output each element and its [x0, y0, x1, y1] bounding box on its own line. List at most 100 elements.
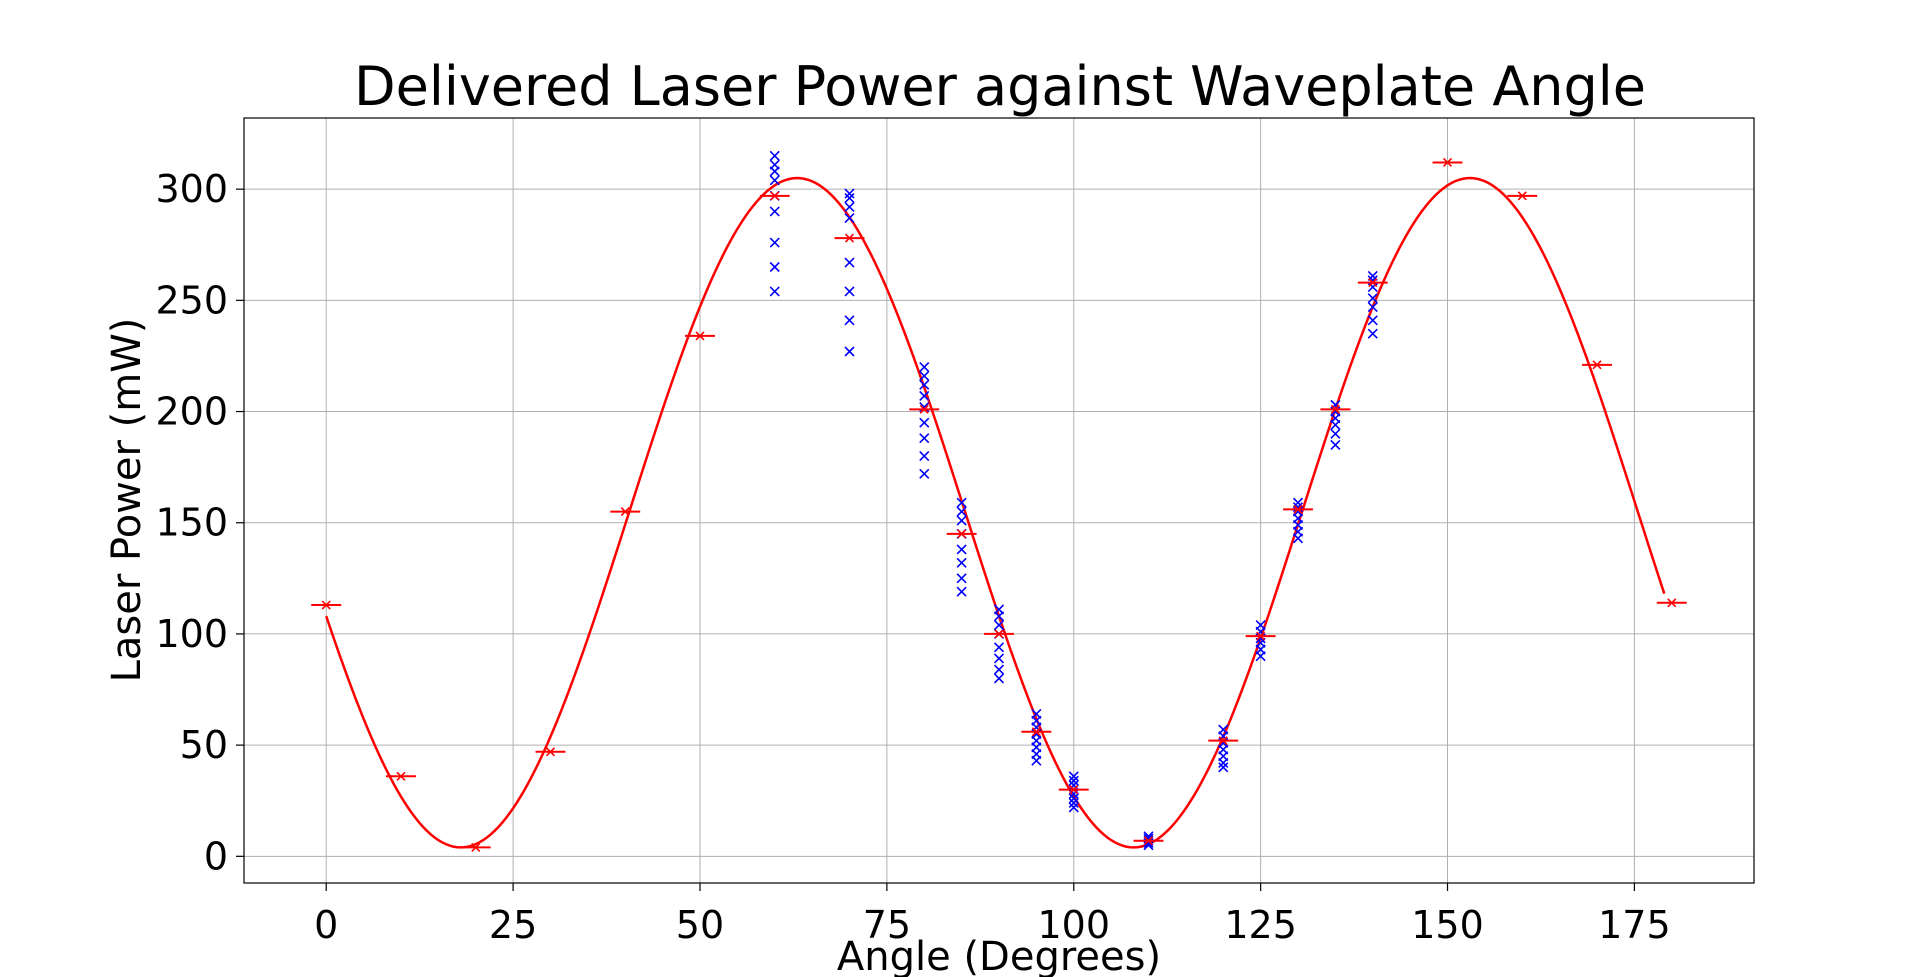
raw-point — [1330, 419, 1341, 430]
raw-point — [1367, 281, 1378, 293]
raw-point — [919, 468, 930, 479]
average-point — [1517, 191, 1527, 201]
average-point — [770, 191, 780, 201]
average-points-layer — [311, 157, 1687, 852]
raw-point — [993, 619, 1005, 631]
raw-point — [1068, 788, 1079, 800]
raw-point — [844, 213, 855, 224]
grid — [244, 118, 1754, 883]
raw-point — [993, 642, 1005, 653]
fit-curve-layer — [325, 176, 1666, 849]
average-point — [1368, 277, 1378, 288]
raw-point — [1367, 293, 1378, 304]
average-point — [1218, 736, 1228, 746]
average-point — [994, 629, 1004, 639]
y-tick-label: 200 — [155, 390, 228, 434]
raw-point — [1068, 797, 1079, 809]
y-tick-label: 100 — [155, 612, 228, 656]
x-tick-label: 25 — [489, 903, 537, 947]
raw-point — [769, 206, 780, 217]
raw-point — [919, 379, 930, 390]
raw-point — [769, 166, 780, 177]
raw-point — [1330, 428, 1341, 439]
x-axis-label: Angle (Degrees) — [837, 934, 1161, 977]
raw-point — [769, 237, 780, 248]
raw-point — [844, 188, 855, 199]
plot-frame — [243, 117, 1755, 884]
raw-point — [1367, 301, 1378, 313]
raw-point — [993, 673, 1005, 684]
y-tick-label: 300 — [155, 167, 228, 211]
average-point — [695, 331, 705, 341]
raw-point — [956, 515, 967, 526]
raw-point — [993, 653, 1005, 664]
raw-point — [844, 346, 855, 357]
raw-point — [844, 201, 855, 213]
average-point — [545, 747, 556, 757]
raw-point — [956, 557, 967, 568]
raw-point — [1068, 771, 1079, 782]
y-axis-label: Laser Power (mW) — [104, 318, 150, 683]
raw-point — [769, 150, 780, 161]
raw-point — [1218, 757, 1229, 768]
raw-point — [956, 506, 967, 517]
raw-point — [1068, 802, 1079, 813]
raw-point — [769, 286, 780, 297]
raw-point — [1068, 780, 1079, 791]
raw-point — [844, 257, 855, 268]
x-tick-label: 50 — [676, 903, 724, 947]
raw-point — [1330, 439, 1341, 450]
x-tick-label: 0 — [314, 903, 338, 947]
raw-point — [1218, 762, 1229, 773]
y-tick-label: 0 — [204, 834, 228, 878]
raw-point — [956, 586, 967, 597]
raw-point — [1367, 315, 1378, 326]
average-point — [1592, 360, 1602, 370]
raw-point — [1068, 775, 1079, 786]
x-tick-label: 150 — [1411, 903, 1484, 947]
fit-curve — [325, 176, 1666, 849]
average-point — [1031, 727, 1041, 737]
raw-point — [1031, 755, 1042, 766]
y-tick-label: 150 — [155, 501, 228, 545]
average-point — [321, 600, 331, 610]
average-point — [1442, 157, 1453, 168]
x-tick-label: 100 — [1037, 903, 1110, 947]
average-point — [1256, 631, 1266, 641]
raw-point — [1068, 793, 1079, 804]
raw-point — [1367, 328, 1378, 339]
raw-point — [1255, 651, 1266, 662]
raw-point — [1292, 533, 1304, 544]
raw-point — [919, 362, 930, 373]
raw-point — [919, 450, 930, 462]
raw-point — [993, 611, 1005, 622]
raw-point — [1143, 840, 1154, 851]
average-point — [1667, 598, 1677, 608]
y-tick-label: 250 — [155, 278, 228, 322]
raw-point — [844, 286, 855, 297]
raw-point — [844, 315, 855, 326]
x-tick-label: 125 — [1224, 903, 1297, 947]
average-point — [1293, 504, 1303, 514]
raw-point — [844, 192, 855, 204]
raw-point — [956, 573, 967, 584]
raw-point — [769, 261, 780, 273]
axis-ticks: 0 25 50 75 100 125 150 175 0 50 100 150 200 250 300 — [155, 167, 1670, 947]
average-point — [1330, 404, 1340, 414]
chart-title: Delivered Laser Power against Waveplate … — [354, 55, 1646, 118]
raw-point — [956, 544, 967, 555]
y-tick-label: 50 — [180, 723, 228, 767]
raw-point — [993, 664, 1005, 675]
average-point — [620, 507, 630, 517]
raw-point — [919, 390, 930, 402]
raw-point — [956, 497, 967, 508]
raw-point — [769, 175, 780, 186]
average-point — [396, 771, 406, 781]
raw-point — [919, 417, 930, 428]
raw-point — [919, 433, 930, 444]
average-point — [1069, 785, 1079, 795]
average-point — [471, 842, 481, 852]
average-point — [1143, 836, 1154, 846]
average-point — [919, 404, 929, 414]
